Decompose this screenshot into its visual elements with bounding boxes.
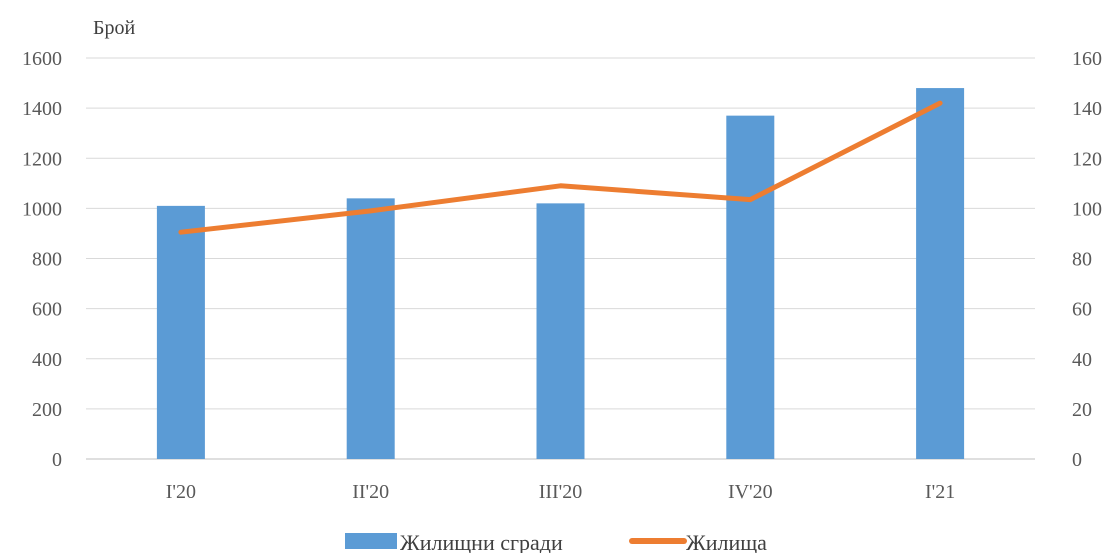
x-axis-ticks: I'20 II'20 III'20 IV'20 I'21 [166,481,955,503]
bar [726,115,775,460]
right-tick-label: 0 [1072,449,1082,471]
right-axis-ticks: 0 20 40 60 80 100 120 140 160 [1072,48,1102,471]
left-tick-label: 600 [32,299,62,321]
x-tick-label: III'20 [539,481,583,503]
bar [346,198,395,459]
legend-label-bars: Жилищни сгради [400,530,563,553]
x-tick-label: I'20 [166,481,196,503]
x-tick-label: II'20 [352,481,389,503]
left-tick-label: 1200 [22,148,62,170]
line-series [178,100,943,235]
left-tick-label: 1400 [22,98,62,120]
right-tick-label: 100 [1072,198,1102,220]
left-tick-label: 0 [52,449,62,471]
left-tick-label: 800 [32,249,62,271]
bar-series [156,88,965,460]
bar [156,205,205,459]
right-tick-label: 40 [1072,349,1092,371]
right-tick-label: 60 [1072,299,1092,321]
left-axis-ticks: 0 200 400 600 800 1000 1200 1400 1600 [22,48,62,471]
legend-label-line: Жилища [686,530,767,553]
left-tick-label: 400 [32,349,62,371]
bar [916,88,965,459]
right-tick-label: 160 [1072,48,1102,70]
right-tick-label: 80 [1072,249,1092,271]
x-tick-label: I'21 [925,481,955,503]
right-tick-label: 140 [1072,98,1102,120]
x-tick-label: IV'20 [728,481,773,503]
left-tick-label: 1000 [22,198,62,220]
legend: Жилищни сгради Жилища [345,530,767,553]
y-axis-unit-label: Брой [93,17,135,39]
right-tick-label: 20 [1072,399,1092,421]
left-tick-label: 200 [32,399,62,421]
legend-swatch-bars [345,533,397,549]
left-tick-label: 1600 [22,48,62,70]
bar [536,203,585,459]
right-tick-label: 120 [1072,148,1102,170]
